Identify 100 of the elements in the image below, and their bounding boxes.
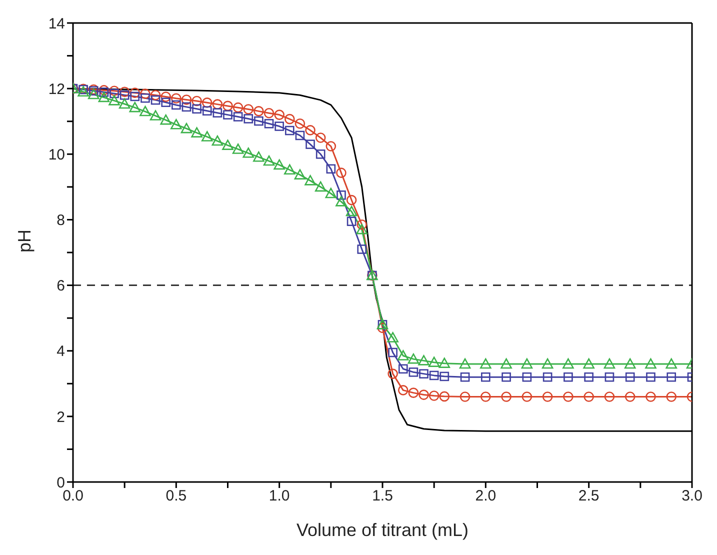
point: [140, 93, 150, 103]
x-tick-label: 1.5: [372, 488, 393, 505]
y-tick-label: 10: [48, 146, 65, 164]
point: [242, 148, 254, 158]
point: [314, 181, 326, 192]
point: [438, 358, 450, 368]
point: [398, 385, 408, 396]
point: [542, 392, 553, 402]
point: [460, 392, 470, 402]
point: [130, 92, 140, 102]
point: [119, 86, 130, 97]
x-tick-label: 2.5: [578, 488, 600, 505]
point: [398, 364, 408, 374]
point: [212, 108, 222, 118]
point: [356, 219, 368, 230]
point: [666, 392, 677, 402]
point: [500, 358, 512, 369]
point: [336, 168, 346, 178]
y-tick-label: 0: [56, 474, 65, 492]
point: [99, 88, 109, 97]
point: [419, 369, 428, 378]
point: [244, 114, 254, 124]
point: [171, 93, 182, 104]
point: [285, 126, 294, 136]
x-tick-label: 1.0: [268, 488, 290, 505]
point: [140, 88, 150, 99]
point: [150, 90, 161, 100]
point: [274, 159, 285, 170]
point: [140, 106, 151, 116]
point: [501, 392, 512, 402]
point: [604, 392, 615, 402]
point: [160, 92, 171, 102]
point: [232, 144, 244, 154]
point: [562, 358, 574, 369]
point: [336, 190, 346, 200]
point: [202, 106, 212, 116]
x-tick-label: 0.5: [166, 488, 187, 505]
point: [284, 114, 295, 124]
point: [192, 104, 202, 114]
point: [666, 358, 678, 369]
point: [180, 122, 192, 134]
point: [397, 350, 409, 360]
point: [408, 388, 419, 398]
point: [202, 98, 212, 108]
point: [356, 224, 368, 234]
point: [563, 392, 574, 402]
point: [191, 127, 202, 138]
point: [201, 131, 213, 142]
point: [326, 141, 336, 152]
point: [624, 392, 636, 402]
x-tick-label: 2.0: [475, 488, 496, 505]
point: [408, 368, 418, 377]
point: [118, 98, 130, 109]
point: [429, 370, 439, 380]
point: [306, 140, 315, 149]
point: [377, 322, 388, 334]
point: [357, 244, 367, 254]
point: [233, 112, 243, 122]
point: [294, 169, 306, 180]
point: [646, 392, 656, 402]
point: [584, 392, 594, 402]
point: [161, 98, 170, 107]
point: [522, 372, 532, 382]
point: [604, 358, 616, 369]
point: [129, 102, 141, 112]
point: [584, 372, 594, 382]
point: [388, 368, 398, 379]
y-tick-label: 6: [56, 278, 65, 295]
point: [522, 392, 532, 402]
point: [109, 86, 120, 96]
point: [316, 149, 326, 159]
point: [243, 104, 254, 114]
point: [346, 194, 357, 206]
point: [232, 102, 244, 113]
point: [408, 353, 420, 364]
point: [254, 116, 264, 126]
point: [459, 358, 471, 369]
point: [110, 88, 119, 98]
point: [625, 372, 635, 382]
point: [98, 85, 110, 96]
point: [150, 110, 162, 120]
point: [346, 216, 356, 226]
point: [387, 332, 398, 342]
point: [284, 164, 296, 175]
point: [480, 392, 491, 402]
y-tick-label: 8: [56, 212, 65, 230]
point: [624, 358, 636, 369]
point: [304, 175, 316, 186]
point: [98, 92, 110, 102]
point: [336, 196, 347, 206]
y-tick-label: 14: [48, 15, 65, 32]
point: [666, 372, 676, 382]
point: [440, 372, 450, 382]
point: [274, 122, 284, 131]
point: [263, 155, 275, 166]
point: [88, 88, 100, 100]
point: [564, 372, 573, 382]
point: [460, 372, 470, 382]
point: [160, 114, 172, 125]
point: [480, 358, 492, 369]
